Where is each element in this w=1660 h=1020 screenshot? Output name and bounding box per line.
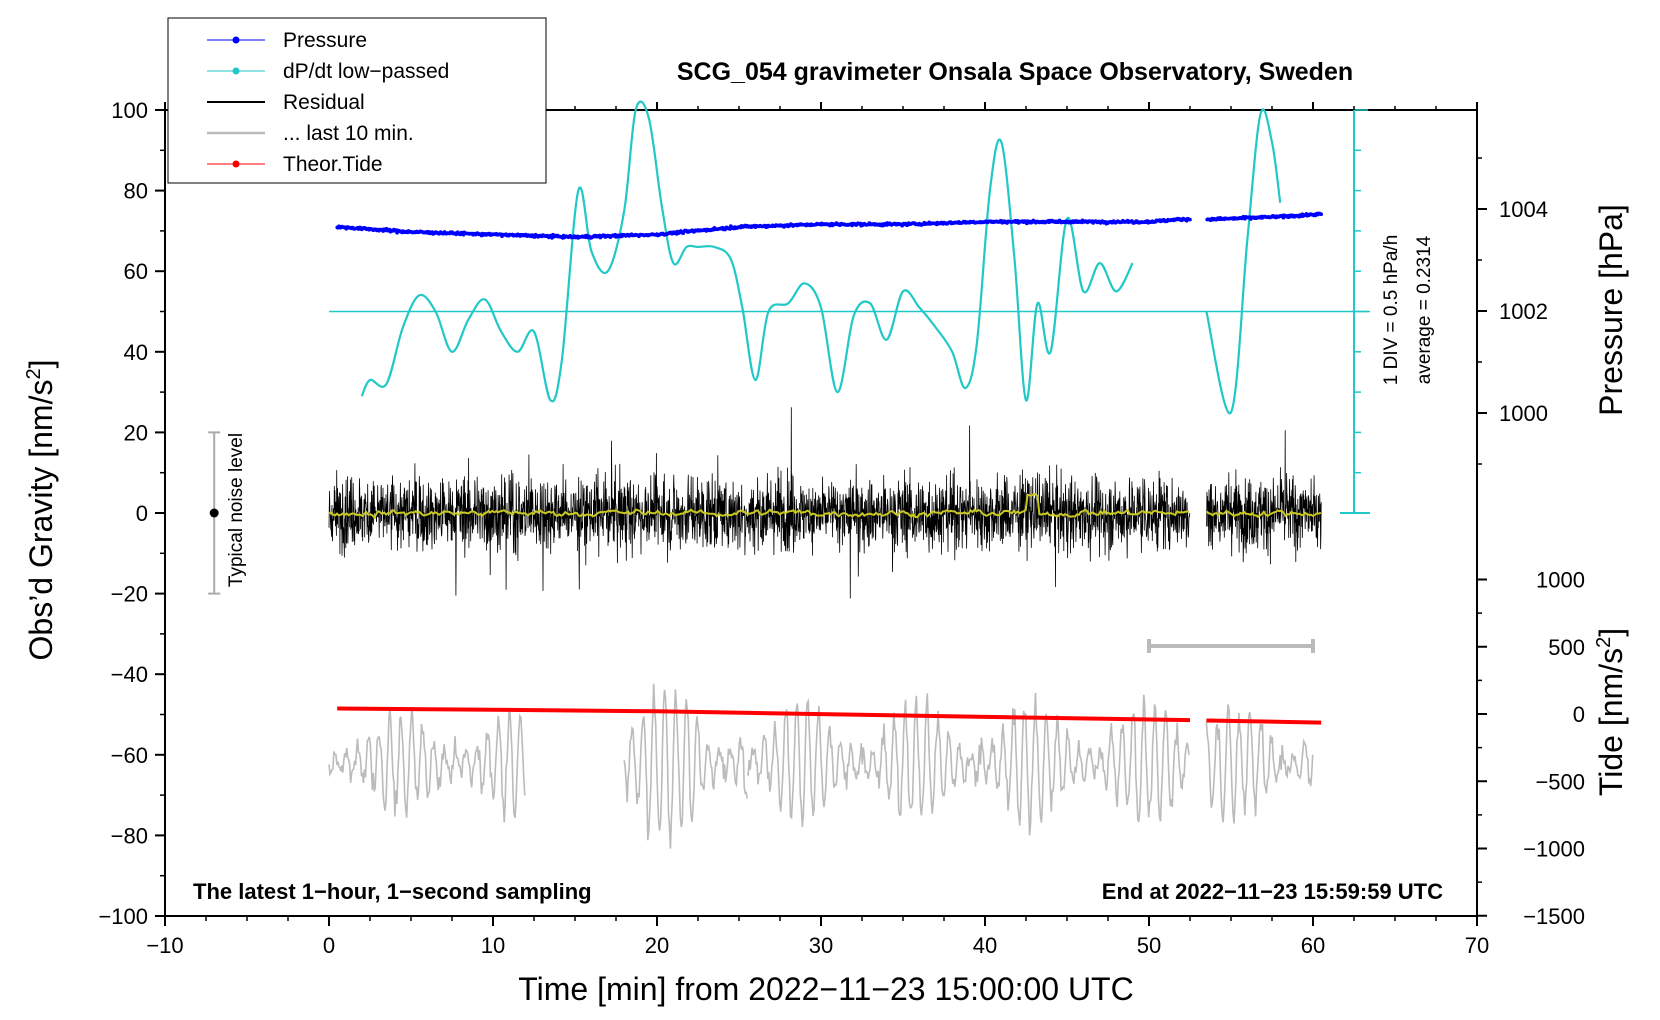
y-tick-label: −20 <box>111 582 148 607</box>
legend-label: ... last 10 min. <box>283 122 414 145</box>
tide-tick-label: −1000 <box>1523 837 1585 862</box>
dpdt-series <box>360 100 1282 415</box>
last-10-min-line <box>328 708 526 823</box>
theor-tide-series <box>337 706 1322 725</box>
last-10-min-line <box>623 683 748 849</box>
x-tick-label: 10 <box>481 933 505 958</box>
residual-smoothed-line <box>328 492 1189 520</box>
x-tick-label: 30 <box>809 933 833 958</box>
y-tick-label: 20 <box>124 420 148 445</box>
noise-level-label: Typical noise level <box>226 433 247 587</box>
y-tick-label: −60 <box>111 743 148 768</box>
x-tick-label: 60 <box>1301 933 1325 958</box>
dpdt-line <box>1205 108 1282 415</box>
chart-annotations <box>208 109 1370 653</box>
x-axis-title: Time [min] from 2022−11−23 15:00:00 UTC <box>518 971 1133 1007</box>
residual-line <box>328 407 1191 599</box>
pressure-axis-title: Pressure [hPa] <box>1593 204 1629 416</box>
pressure-tick-label: 1000 <box>1499 401 1548 426</box>
tide-tick-label: 500 <box>1548 635 1585 660</box>
last-10-min-line <box>1205 704 1314 824</box>
x-tick-label: −10 <box>146 933 183 958</box>
tide-axis-title-close: ] <box>1593 628 1629 637</box>
chart-title: SCG_054 gravimeter Onsala Space Observat… <box>677 58 1353 86</box>
y-tick-label: −100 <box>98 904 148 929</box>
y-axis-title-sup: 2 <box>23 368 45 379</box>
dpdt-line <box>360 100 1134 403</box>
residual-series <box>328 407 1322 599</box>
pressure-tick-label: 1002 <box>1499 299 1548 324</box>
x-tick-label: 70 <box>1465 933 1489 958</box>
legend-label: Pressure <box>283 29 367 52</box>
end-time-note: End at 2022−11−23 15:59:59 UTC <box>1102 879 1443 904</box>
y-tick-label: 100 <box>111 98 148 123</box>
legend-label: Theor.Tide <box>283 153 383 176</box>
pressure-axis-ticks: 1000 1002 1004 <box>1477 157 1548 465</box>
x-tick-label: 0 <box>323 933 335 958</box>
legend-marker <box>232 36 240 44</box>
y-axis-title-close: ] <box>23 360 59 369</box>
pressure-point <box>1319 212 1323 216</box>
legend-label: Residual <box>283 91 365 114</box>
tide-tick-label: 0 <box>1573 702 1585 727</box>
theor-tide-line <box>1206 718 1322 725</box>
tide-axis-ticks: −1500 −1000 −500 0 500 1000 <box>1477 568 1585 929</box>
last-10-min-line <box>746 692 1190 836</box>
legend-box <box>167 17 547 184</box>
y-tick-label: −80 <box>111 823 148 848</box>
pressure-point <box>1188 217 1192 222</box>
y-tick-label: 80 <box>124 179 148 204</box>
y-axis-title-text: Obs’d Gravity [nm/s <box>23 380 59 661</box>
residual-line <box>1206 430 1322 565</box>
x-tick-label: 50 <box>1137 933 1161 958</box>
y-tick-label: 60 <box>124 259 148 284</box>
dpdt-average-label: average = 0.2314 <box>1414 235 1435 384</box>
legend-label: dP/dt low−passed <box>283 60 449 83</box>
tide-axis-title-text: Tide [nm/s <box>1593 648 1629 796</box>
tide-tick-label: −1500 <box>1523 904 1585 929</box>
tide-tick-label: 1000 <box>1536 568 1585 593</box>
legend: Pressure dP/dt low−passed Residual ... last… <box>167 17 547 184</box>
x-axis-ticks: −10 0 10 20 30 40 50 60 70 <box>146 102 1489 958</box>
tide-tick-label: −500 <box>1535 769 1585 794</box>
dpdt-scale-label: 1 DIV = 0.5 hPa/h <box>1381 235 1402 386</box>
y-tick-label: 0 <box>136 501 148 526</box>
sampling-note: The latest 1−hour, 1−second sampling <box>193 879 592 904</box>
pressure-series <box>335 211 1323 240</box>
residual-smoothed-line <box>1206 509 1322 519</box>
tide-axis-title: Tide [nm/s2] <box>1593 628 1629 796</box>
x-tick-label: 20 <box>645 933 669 958</box>
theor-tide-line <box>337 706 1191 723</box>
legend-marker <box>232 160 240 168</box>
y-axis-title: Obs’d Gravity [nm/s2] <box>23 360 59 661</box>
last-10-min-series <box>328 683 1314 849</box>
x-tick-label: 40 <box>973 933 997 958</box>
y-tick-label: −40 <box>111 662 148 687</box>
y-axis-ticks: −100 −80 −60 −40 −20 0 20 40 60 80 100 <box>98 98 165 929</box>
y-tick-label: 40 <box>124 340 148 365</box>
noise-center-dot <box>209 508 219 518</box>
residual-smoothed-series <box>328 492 1322 520</box>
legend-marker <box>232 67 240 75</box>
tide-axis-title-sup: 2 <box>1593 637 1615 648</box>
pressure-tick-label: 1004 <box>1499 197 1548 222</box>
